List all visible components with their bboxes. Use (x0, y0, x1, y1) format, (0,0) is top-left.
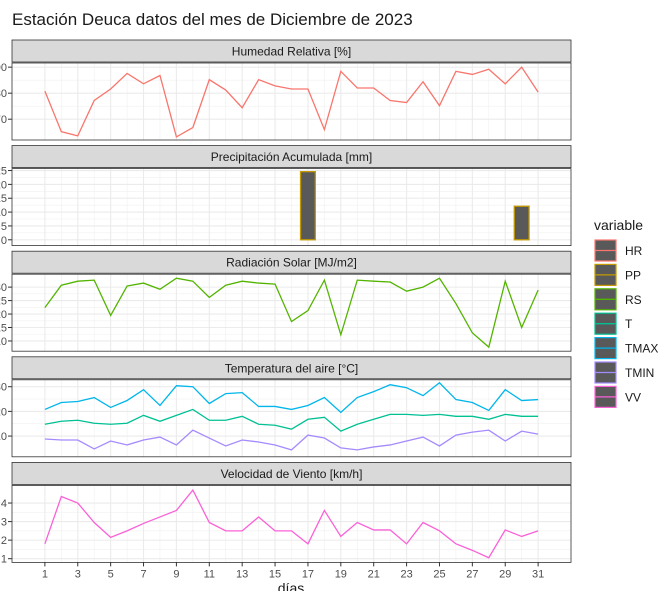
x-tick-label: 11 (204, 568, 215, 580)
x-tick-label: 19 (335, 568, 347, 580)
panel-border (11, 273, 572, 352)
x-tick-label: 23 (400, 568, 412, 580)
y-tick-label: 15 (0, 323, 7, 335)
x-tick-label: 13 (236, 568, 248, 580)
panel-border (11, 484, 572, 563)
x-tick-label: 29 (499, 568, 511, 580)
legend-label: HR (625, 244, 643, 258)
y-tick-label: 25 (0, 296, 7, 308)
facet-strip (11, 356, 572, 380)
chart-title: Estación Deuca datos del mes de Diciembr… (12, 10, 413, 29)
y-tick-label: 20 (0, 309, 7, 321)
x-tick-label: 1 (42, 568, 48, 580)
bar (299, 170, 316, 241)
x-axis-label: días (278, 580, 304, 591)
panel-border (11, 379, 572, 458)
x-tick-label: 27 (466, 568, 478, 580)
legend-label: T (625, 317, 633, 331)
facet-strip (11, 250, 572, 274)
panel-border (11, 62, 572, 141)
legend-label: PP (625, 268, 641, 282)
facet-strip (11, 461, 572, 485)
y-tick-label: 20 (0, 406, 7, 418)
x-tick-label: 3 (75, 568, 81, 580)
x-tick-label: 25 (433, 568, 445, 580)
y-tick-label: 10 (0, 207, 7, 219)
x-tick-label: 7 (140, 568, 146, 580)
facet-strip (11, 39, 572, 63)
data-line (44, 381, 539, 414)
bar (513, 205, 530, 241)
legend-label: VV (625, 390, 641, 404)
data-line (44, 408, 539, 432)
y-tick-label: 15 (0, 193, 7, 205)
y-tick-label: 30 (0, 282, 7, 294)
y-tick-label: 3 (1, 517, 7, 529)
panel-border (11, 168, 572, 247)
y-tick-label: 10 (0, 431, 7, 443)
data-line (44, 277, 539, 349)
data-line (44, 66, 539, 138)
y-tick-label: 10 (0, 336, 7, 348)
y-tick-label: 5 (1, 221, 7, 233)
facet-strip (11, 145, 572, 169)
y-tick-label: 2 (1, 535, 7, 547)
y-tick-label: 0 (1, 235, 7, 247)
y-tick-label: 80 (0, 88, 7, 100)
facet-title: Temperatura del aire [°C] (225, 361, 359, 375)
legend-label: TMAX (625, 342, 658, 356)
legend-label: TMIN (625, 366, 654, 380)
x-tick-label: 15 (269, 568, 281, 580)
x-tick-label: 31 (532, 568, 544, 580)
x-tick-label: 17 (302, 568, 314, 580)
data-line (44, 429, 539, 451)
y-tick-label: 30 (0, 382, 7, 394)
data-line (44, 488, 539, 559)
y-tick-label: 90 (0, 62, 7, 74)
legend-title: variable (594, 217, 643, 233)
y-tick-label: 1 (1, 554, 7, 566)
facet-title: Radiación Solar [MJ/m2] (226, 256, 357, 270)
facet-title: Velocidad de Viento [km/h] (221, 467, 363, 481)
x-tick-label: 5 (108, 568, 114, 580)
y-tick-label: 4 (1, 498, 7, 510)
facet-title: Humedad Relativa [%] (232, 45, 351, 59)
y-tick-label: 25 (0, 166, 7, 178)
x-tick-label: 21 (368, 568, 380, 580)
x-tick-label: 9 (173, 568, 179, 580)
y-tick-label: 20 (0, 179, 7, 191)
y-tick-label: 70 (0, 114, 7, 126)
legend-label: RS (625, 293, 642, 307)
facet-title: Precipitación Acumulada [mm] (211, 150, 372, 164)
